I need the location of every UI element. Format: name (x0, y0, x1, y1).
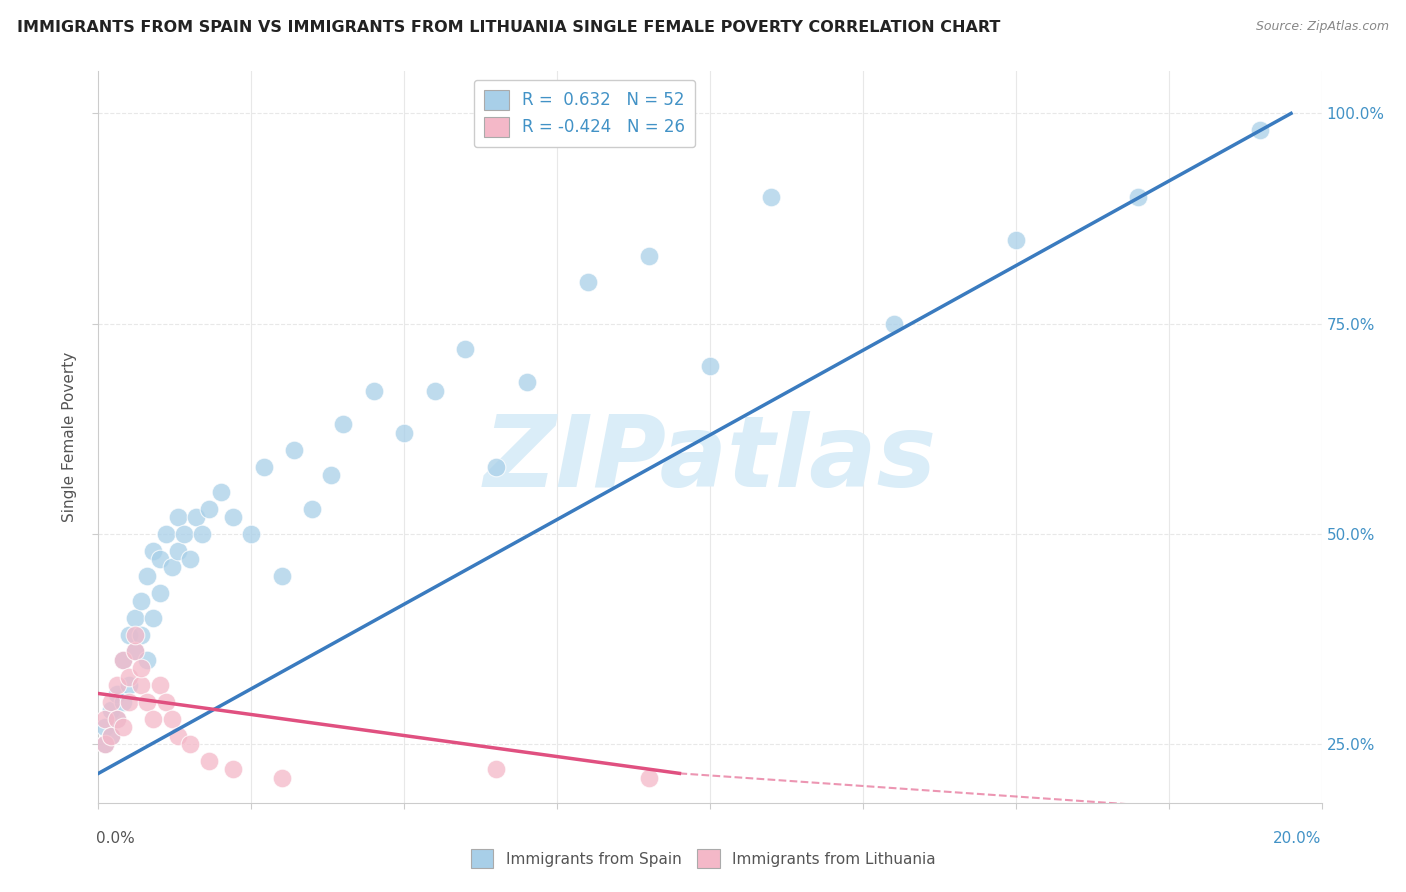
Point (142, 712, 165, 726)
Point (301, 501, 323, 516)
Point (179, 552, 201, 566)
Point (160, 560, 183, 574)
Point (100, 695, 122, 709)
Point (222, 762, 245, 776)
Point (118, 695, 141, 709)
Point (759, 190, 782, 204)
Point (186, 510, 208, 524)
Point (111, 653, 134, 667)
Point (111, 653, 134, 667)
Point (142, 611, 165, 625)
Point (222, 510, 245, 524)
Point (111, 720, 134, 734)
Point (637, 771, 661, 785)
Point (1249, 123, 1271, 137)
Point (332, 417, 354, 432)
Point (167, 543, 190, 558)
Point (93, 737, 115, 751)
Point (124, 644, 146, 658)
Point (124, 644, 146, 658)
Point (516, 376, 538, 390)
Point (197, 501, 219, 516)
Point (319, 467, 342, 482)
Text: ZIPatlas: ZIPatlas (484, 410, 936, 508)
Point (576, 275, 599, 289)
Point (129, 627, 152, 641)
Point (129, 678, 152, 692)
Point (105, 712, 128, 726)
Point (118, 678, 141, 692)
Point (100, 703, 122, 717)
Point (93, 737, 115, 751)
Point (105, 712, 128, 726)
Point (485, 459, 508, 474)
Point (155, 695, 177, 709)
Point (1004, 233, 1026, 247)
Point (129, 661, 152, 675)
Point (136, 569, 159, 583)
Point (124, 627, 146, 641)
Point (129, 594, 152, 608)
Point (197, 754, 219, 768)
Point (105, 686, 128, 700)
Point (105, 678, 128, 692)
Point (149, 678, 172, 692)
Point (883, 317, 905, 331)
Text: 0.0%: 0.0% (96, 831, 135, 846)
Text: Source: ZipAtlas.com: Source: ZipAtlas.com (1256, 20, 1389, 33)
Point (240, 526, 263, 541)
Point (124, 611, 146, 625)
Point (363, 384, 385, 398)
Point (118, 627, 141, 641)
Point (209, 484, 232, 499)
Point (136, 653, 159, 667)
Point (485, 762, 508, 776)
Point (423, 384, 446, 398)
Point (167, 729, 190, 743)
Point (454, 342, 477, 356)
Point (149, 585, 172, 599)
Point (160, 712, 183, 726)
Point (270, 569, 292, 583)
Legend: R =  0.632   N = 52, R = -0.424   N = 26: R = 0.632 N = 52, R = -0.424 N = 26 (474, 79, 695, 147)
Point (100, 729, 122, 743)
Point (136, 695, 159, 709)
Point (142, 543, 165, 558)
Point (118, 670, 141, 684)
Point (270, 771, 292, 785)
Point (1128, 190, 1150, 204)
Point (191, 526, 214, 541)
Point (111, 695, 134, 709)
Point (100, 729, 122, 743)
Point (93, 712, 115, 726)
Point (155, 526, 177, 541)
Point (179, 737, 201, 751)
Point (637, 249, 661, 263)
Point (392, 425, 416, 440)
Point (173, 526, 195, 541)
Point (283, 442, 305, 457)
Text: 20.0%: 20.0% (1274, 831, 1322, 846)
Legend: Immigrants from Spain, Immigrants from Lithuania: Immigrants from Spain, Immigrants from L… (464, 843, 942, 874)
Point (149, 552, 172, 566)
Point (252, 459, 274, 474)
Point (167, 510, 190, 524)
Point (699, 359, 721, 373)
Text: IMMIGRANTS FROM SPAIN VS IMMIGRANTS FROM LITHUANIA SINGLE FEMALE POVERTY CORRELA: IMMIGRANTS FROM SPAIN VS IMMIGRANTS FROM… (17, 20, 1000, 35)
Point (93, 720, 115, 734)
Y-axis label: Single Female Poverty: Single Female Poverty (62, 352, 77, 522)
